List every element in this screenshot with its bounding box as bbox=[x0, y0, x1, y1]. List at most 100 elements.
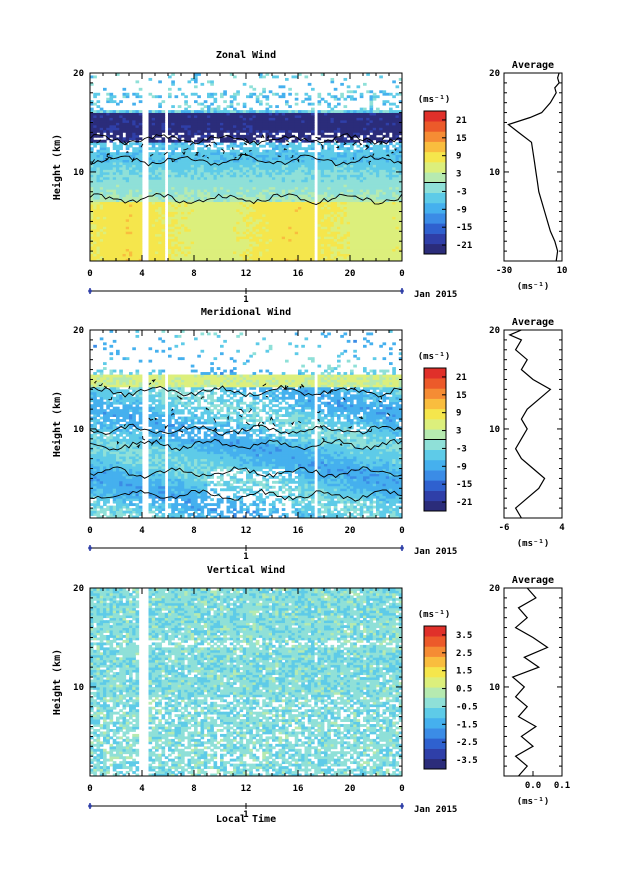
zonal-cell bbox=[122, 241, 127, 245]
zonal-cell bbox=[337, 179, 341, 183]
zonal-cell bbox=[350, 226, 354, 230]
zonal-cell bbox=[190, 167, 195, 170]
zonal-cell bbox=[307, 221, 312, 225]
zonal-cell bbox=[262, 221, 266, 225]
zonal-cell bbox=[210, 110, 214, 113]
zonal-cell bbox=[184, 157, 188, 160]
zonal-cell bbox=[151, 169, 156, 173]
zonal-cell bbox=[255, 258, 260, 262]
zonal-cell bbox=[278, 162, 283, 165]
zonal-cell bbox=[148, 238, 153, 242]
zonal-cell bbox=[275, 176, 279, 180]
zonal-cell bbox=[203, 115, 208, 118]
zonal-cell bbox=[226, 226, 231, 230]
zonal-cell bbox=[90, 251, 94, 254]
zonal-cell bbox=[213, 194, 218, 198]
zonal-cell bbox=[207, 147, 211, 151]
zonal-cell bbox=[278, 243, 283, 247]
zonal-cell bbox=[109, 154, 114, 158]
zonal-cell bbox=[337, 147, 341, 151]
zonal-cell bbox=[99, 117, 104, 121]
zonal-cell bbox=[184, 171, 188, 175]
zonal-cell bbox=[330, 186, 335, 190]
zonal-cell bbox=[366, 228, 370, 232]
zonal-cell bbox=[184, 102, 188, 106]
zonal-cell bbox=[119, 122, 123, 126]
zonal-cell bbox=[158, 144, 162, 148]
zonal-cell bbox=[259, 186, 263, 190]
zonal-cell bbox=[343, 171, 348, 175]
zonal-cell bbox=[278, 142, 283, 146]
zonal-cell bbox=[327, 258, 331, 262]
zonal-cell bbox=[200, 112, 205, 116]
zonal-cell bbox=[298, 122, 302, 126]
zonal-cell bbox=[275, 246, 279, 250]
zonal-cell bbox=[242, 238, 247, 242]
zonal-cell bbox=[122, 221, 127, 225]
zonal-cell bbox=[333, 231, 338, 235]
zonal-cell bbox=[350, 204, 354, 207]
zonal-cell bbox=[239, 258, 244, 262]
zonal-cell bbox=[356, 171, 361, 175]
zonal-cell bbox=[307, 201, 312, 205]
zonal-cell bbox=[161, 117, 166, 121]
zonal-cell bbox=[356, 201, 361, 205]
zonal-cell bbox=[223, 226, 227, 230]
zonal-cell bbox=[337, 226, 341, 230]
zonal-cell bbox=[333, 127, 338, 131]
zonal-cell bbox=[350, 152, 354, 156]
zonal-cell bbox=[138, 129, 143, 133]
zonal-cell bbox=[213, 124, 218, 128]
zonal-cell bbox=[343, 251, 348, 254]
zonal-cell bbox=[278, 206, 283, 210]
zonal-cell bbox=[187, 221, 192, 225]
zonal-cell bbox=[288, 176, 292, 180]
zonal-cell bbox=[200, 231, 205, 235]
zonal-cell bbox=[288, 129, 292, 133]
zonal-cell bbox=[112, 258, 117, 262]
zonal-cell bbox=[301, 110, 305, 113]
zonal-cell bbox=[194, 236, 198, 240]
zonal-cell bbox=[174, 110, 179, 113]
zonal-cell bbox=[301, 164, 305, 168]
zonal-cell bbox=[301, 167, 305, 170]
zonal-cell bbox=[281, 248, 286, 252]
zonal-cell bbox=[103, 231, 107, 235]
zonal-cell bbox=[327, 194, 331, 198]
zonal-cell bbox=[148, 196, 153, 200]
zonal-cell bbox=[320, 134, 325, 138]
zonal-cell bbox=[203, 164, 208, 168]
zonal-cell bbox=[350, 139, 354, 143]
zonal-cell bbox=[207, 132, 211, 136]
zonal-cell bbox=[229, 149, 234, 153]
zonal-cell bbox=[168, 174, 172, 178]
zonal-cell bbox=[112, 124, 117, 128]
zonal-cell bbox=[210, 152, 214, 156]
zonal-cell bbox=[106, 236, 110, 240]
zonal-cell bbox=[190, 196, 195, 200]
zonal-cell bbox=[93, 120, 97, 123]
zonal-cell bbox=[103, 258, 107, 262]
zonal-cell bbox=[223, 127, 227, 131]
zonal-cell bbox=[148, 120, 153, 123]
zonal-cell bbox=[317, 176, 322, 180]
zonal-cell bbox=[275, 129, 279, 133]
zonal-cell bbox=[99, 152, 104, 156]
zonal-cell bbox=[281, 228, 286, 232]
zonal-cell bbox=[216, 127, 221, 131]
zonal-cell bbox=[171, 233, 175, 237]
zonal-cell bbox=[155, 122, 159, 126]
zonal-cell bbox=[220, 223, 224, 227]
zonal-cell bbox=[233, 174, 237, 178]
zonal-cell bbox=[327, 127, 331, 131]
zonal-cell bbox=[363, 248, 367, 252]
zonal-cell bbox=[337, 199, 341, 203]
zonal-cell bbox=[155, 179, 159, 183]
zonal-cell bbox=[340, 181, 344, 185]
zonal-cell bbox=[327, 154, 331, 158]
zonal-cell bbox=[350, 122, 354, 126]
zonal-cell bbox=[255, 218, 260, 222]
zonal-cell bbox=[116, 127, 120, 131]
zonal-cell bbox=[281, 139, 286, 143]
zonal-cell bbox=[129, 221, 133, 225]
